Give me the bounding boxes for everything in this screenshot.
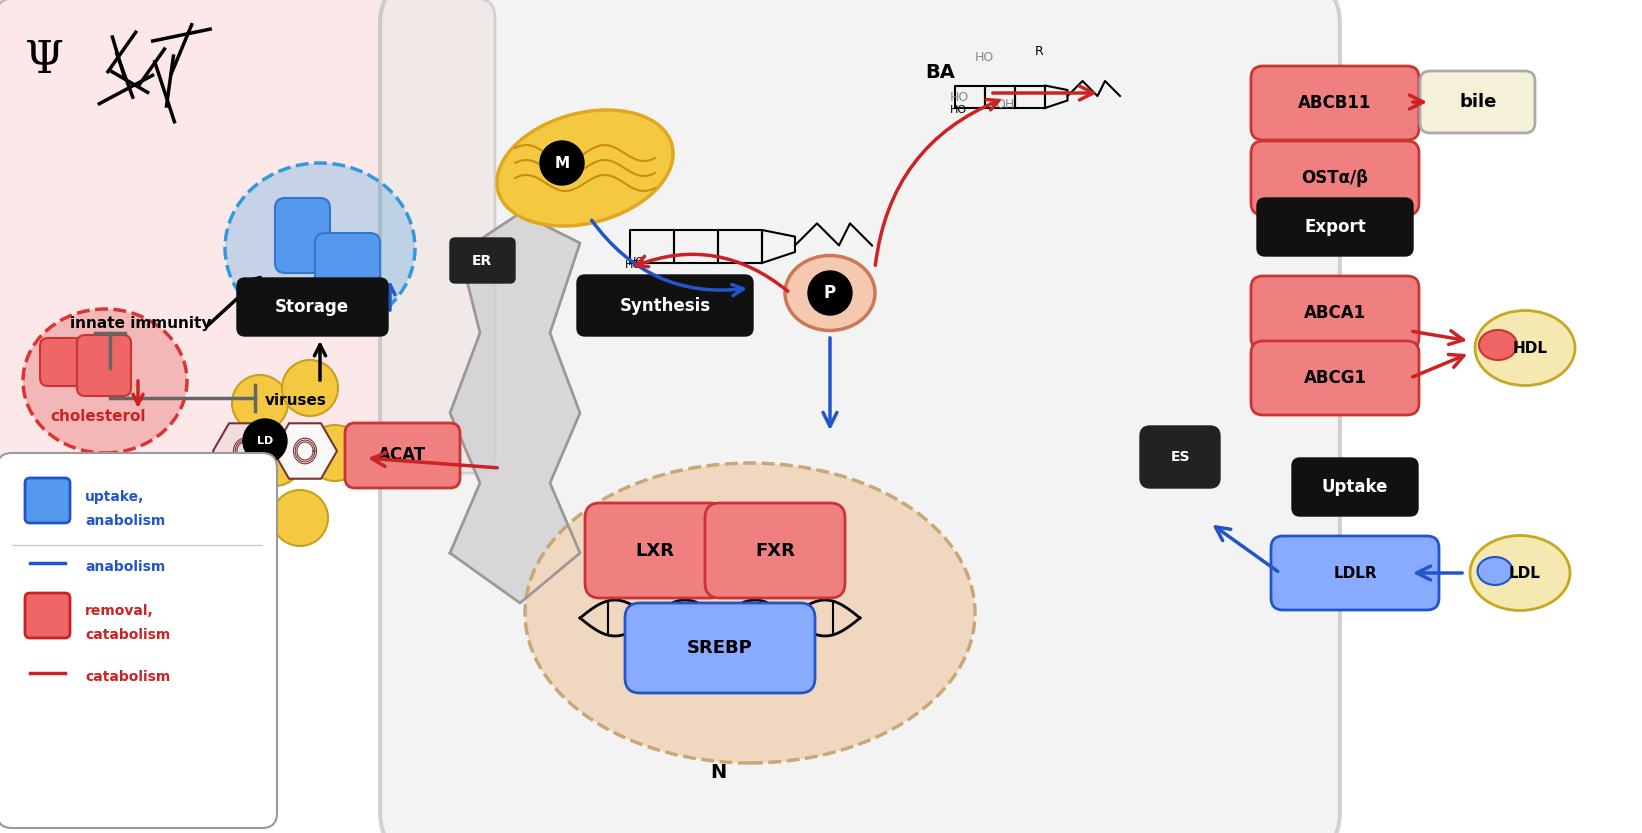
Ellipse shape xyxy=(1478,557,1512,585)
FancyBboxPatch shape xyxy=(1251,276,1419,350)
Text: OSTα/β: OSTα/β xyxy=(1302,169,1368,187)
Ellipse shape xyxy=(1479,330,1517,360)
Text: cholesterol: cholesterol xyxy=(282,289,378,304)
Ellipse shape xyxy=(1475,311,1575,386)
FancyBboxPatch shape xyxy=(585,503,726,598)
Text: LDL: LDL xyxy=(1509,566,1540,581)
Text: catabolism: catabolism xyxy=(85,628,171,642)
Text: bile: bile xyxy=(1460,93,1498,111)
Text: M: M xyxy=(555,156,570,171)
Text: P: P xyxy=(824,284,836,302)
FancyBboxPatch shape xyxy=(1140,426,1220,488)
Text: removal,: removal, xyxy=(85,604,154,618)
Text: BA: BA xyxy=(924,63,956,82)
Text: Uptake: Uptake xyxy=(1322,478,1387,496)
FancyBboxPatch shape xyxy=(274,198,330,273)
Text: anabolism: anabolism xyxy=(85,560,166,574)
FancyBboxPatch shape xyxy=(0,0,494,473)
Ellipse shape xyxy=(785,256,875,331)
Text: viruses: viruses xyxy=(264,393,327,408)
FancyBboxPatch shape xyxy=(1292,458,1419,516)
FancyBboxPatch shape xyxy=(1271,536,1438,610)
FancyBboxPatch shape xyxy=(704,503,846,598)
FancyBboxPatch shape xyxy=(626,603,814,693)
Polygon shape xyxy=(213,423,277,479)
Text: R: R xyxy=(1034,45,1044,58)
FancyBboxPatch shape xyxy=(345,423,460,488)
Circle shape xyxy=(232,375,287,431)
FancyBboxPatch shape xyxy=(25,478,71,523)
FancyBboxPatch shape xyxy=(77,335,131,396)
Text: HO: HO xyxy=(626,260,642,270)
FancyBboxPatch shape xyxy=(576,275,754,336)
FancyBboxPatch shape xyxy=(39,338,99,386)
Text: SREBP: SREBP xyxy=(686,639,754,657)
Text: Storage: Storage xyxy=(274,298,350,316)
Text: LXR: LXR xyxy=(635,542,675,560)
Text: ACAT: ACAT xyxy=(378,446,425,464)
Ellipse shape xyxy=(225,163,415,333)
Circle shape xyxy=(307,425,363,481)
Circle shape xyxy=(222,485,277,541)
FancyBboxPatch shape xyxy=(315,233,379,288)
Text: uptake,: uptake, xyxy=(85,490,144,504)
Text: N: N xyxy=(709,763,726,782)
Text: HO: HO xyxy=(627,257,645,267)
Text: ABCG1: ABCG1 xyxy=(1304,369,1366,387)
Text: catabolism: catabolism xyxy=(85,670,171,684)
Text: Synthesis: Synthesis xyxy=(619,297,711,315)
FancyBboxPatch shape xyxy=(0,453,277,828)
Text: HO: HO xyxy=(951,105,967,115)
Ellipse shape xyxy=(1470,536,1570,611)
FancyBboxPatch shape xyxy=(1420,71,1535,133)
FancyBboxPatch shape xyxy=(1251,341,1419,415)
Circle shape xyxy=(808,271,852,315)
FancyBboxPatch shape xyxy=(1251,141,1419,215)
FancyBboxPatch shape xyxy=(450,238,516,283)
Text: ABCB11: ABCB11 xyxy=(1299,94,1371,112)
Circle shape xyxy=(540,141,585,185)
Text: ABCA1: ABCA1 xyxy=(1304,304,1366,322)
Polygon shape xyxy=(450,213,580,603)
Circle shape xyxy=(282,360,338,416)
Circle shape xyxy=(246,430,304,486)
Circle shape xyxy=(273,490,328,546)
FancyBboxPatch shape xyxy=(1251,66,1419,140)
Polygon shape xyxy=(273,423,337,479)
Text: anabolism: anabolism xyxy=(85,514,166,528)
Text: ES: ES xyxy=(1171,450,1190,464)
Text: HO: HO xyxy=(951,91,969,104)
Text: cholesterol: cholesterol xyxy=(49,409,146,424)
Text: HO: HO xyxy=(975,51,995,64)
FancyBboxPatch shape xyxy=(236,278,388,336)
FancyBboxPatch shape xyxy=(1258,198,1414,256)
Text: HDL: HDL xyxy=(1512,341,1547,356)
Ellipse shape xyxy=(525,463,975,763)
Text: FXR: FXR xyxy=(755,542,795,560)
Ellipse shape xyxy=(23,309,187,453)
Text: ER: ER xyxy=(471,254,493,268)
Circle shape xyxy=(243,419,287,463)
Text: Export: Export xyxy=(1304,218,1366,236)
FancyBboxPatch shape xyxy=(379,0,1340,833)
Text: LD: LD xyxy=(256,436,273,446)
Text: LDLR: LDLR xyxy=(1333,566,1376,581)
Text: Ψ: Ψ xyxy=(25,39,64,82)
Text: OH: OH xyxy=(995,98,1015,111)
FancyBboxPatch shape xyxy=(25,593,71,638)
Text: innate immunity: innate immunity xyxy=(71,316,212,331)
Ellipse shape xyxy=(498,110,673,226)
